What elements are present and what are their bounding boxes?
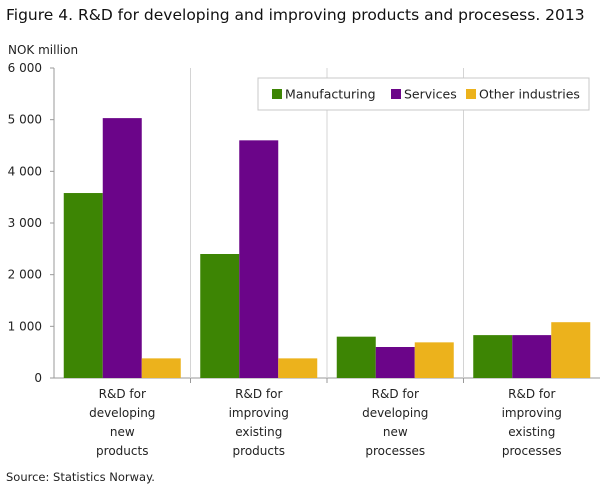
legend-swatch <box>466 89 476 99</box>
x-category-label: R&D for developing new processes <box>362 387 428 458</box>
y-tick-label: 5 000 <box>8 113 42 127</box>
source-note: Source: Statistics Norway. <box>6 470 155 484</box>
legend-swatch <box>272 89 282 99</box>
y-tick-label: 4 000 <box>8 164 42 178</box>
legend-box <box>257 77 590 111</box>
legend-label: Other industries <box>479 87 580 102</box>
legend-label: Manufacturing <box>285 87 376 102</box>
y-tick-label: 2 000 <box>8 268 42 282</box>
y-axis-unit-label: NOK million <box>8 43 79 57</box>
y-tick-label: 0 <box>34 371 42 385</box>
bar-other-industries <box>141 358 181 378</box>
bar-services <box>375 347 415 378</box>
y-tick-label: 6 000 <box>8 61 42 75</box>
y-tick-label: 1 000 <box>8 319 42 333</box>
bar-services <box>512 335 552 378</box>
bar-other-industries <box>551 322 591 378</box>
bar-manufacturing <box>200 254 240 378</box>
x-category-label: R&D for improving existing processes <box>502 387 562 458</box>
bar-other-industries <box>414 342 454 378</box>
x-category-label: R&D for developing new products <box>89 387 155 458</box>
legend-label: Services <box>404 87 457 102</box>
legend-swatch <box>391 89 401 99</box>
chart-title: Figure 4. R&D for developing and improvi… <box>6 6 585 24</box>
y-tick-label: 3 000 <box>8 216 42 230</box>
bar-manufacturing <box>473 335 513 378</box>
bar-services <box>239 140 279 378</box>
bar-manufacturing <box>63 193 103 378</box>
bar-other-industries <box>278 358 318 378</box>
bar-services <box>102 118 142 378</box>
bar-manufacturing <box>336 336 376 378</box>
x-category-label: R&D for improving existing products <box>229 387 289 458</box>
